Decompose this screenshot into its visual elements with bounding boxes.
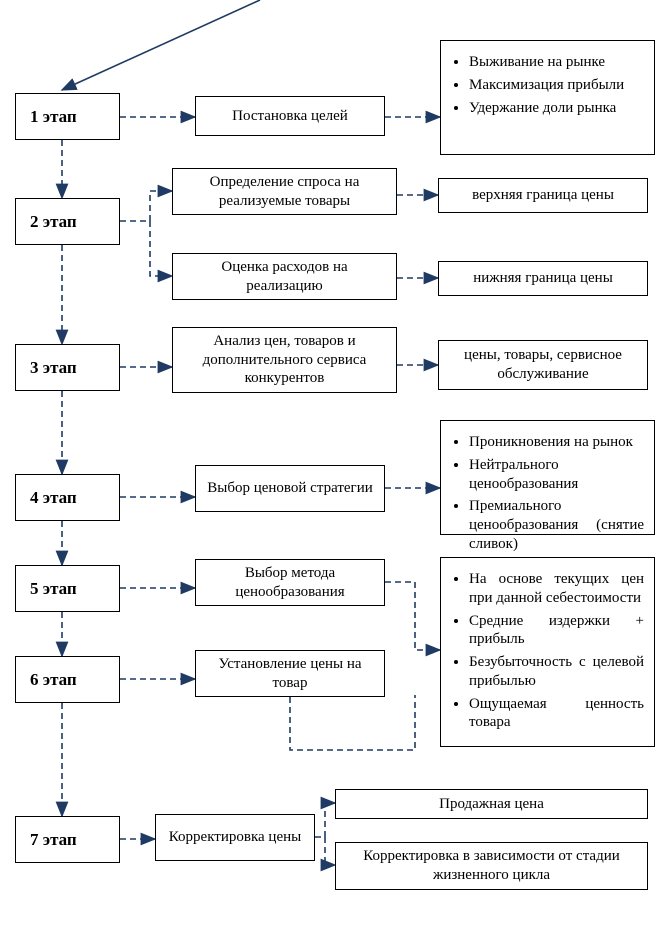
m1-goals: Постановка целей — [195, 96, 385, 136]
list-item: Премиального ценообразования (снятие сли… — [469, 497, 644, 553]
m2a-demand: Определение спроса на реализуемые товары — [172, 168, 397, 215]
r7a-sale-price: Продажная цена — [335, 789, 648, 819]
r3-compare: цены, товары, сервисное обслуживание — [438, 340, 648, 390]
stage-1: 1 этап — [15, 93, 120, 140]
r1-goals-list: Выживание на рынке Максимизация прибыли Уд… — [440, 40, 655, 155]
list-item: Проникновения на рынок — [469, 433, 644, 452]
list-item: Удержание доли рынка — [469, 99, 624, 118]
list-item: Безубыточность с целевой прибылью — [469, 653, 644, 691]
m3-competitors: Анализ цен, товаров и дополнительного се… — [172, 327, 397, 393]
m2b-costs: Оценка расходов на реализацию — [172, 253, 397, 300]
stage-3: 3 этап — [15, 344, 120, 391]
m6-setprice: Установление цены на товар — [195, 650, 385, 697]
r4-strategy-list: Проникновения на рынок Нейтрального ценоо… — [440, 420, 655, 535]
r56-method-list: На основе текущих цен при данной себесто… — [440, 557, 655, 747]
r2a-upper: верхняя граница цены — [438, 178, 648, 213]
r2b-lower: нижняя граница цены — [438, 261, 648, 296]
m5-method: Выбор метода ценообразования — [195, 559, 385, 606]
list-item: Нейтрального ценообразования — [469, 456, 644, 494]
stage-4: 4 этап — [15, 474, 120, 521]
m4-strategy: Выбор ценовой стратегии — [195, 465, 385, 512]
list-item: Максимизация прибыли — [469, 76, 624, 95]
list-item: На основе текущих цен при данной себесто… — [469, 570, 644, 608]
r7b-lifecycle: Корректировка в зависимости от стадии жи… — [335, 842, 648, 890]
stage-7: 7 этап — [15, 816, 120, 863]
stage-5: 5 этап — [15, 565, 120, 612]
list-item: Выживание на рынке — [469, 53, 624, 72]
list-item: Средние издержки + прибыль — [469, 612, 644, 650]
stage-2: 2 этап — [15, 198, 120, 245]
stage-6: 6 этап — [15, 656, 120, 703]
m7-adjust: Корректировка цены — [155, 814, 315, 861]
list-item: Ощущаемая ценность товара — [469, 695, 644, 733]
